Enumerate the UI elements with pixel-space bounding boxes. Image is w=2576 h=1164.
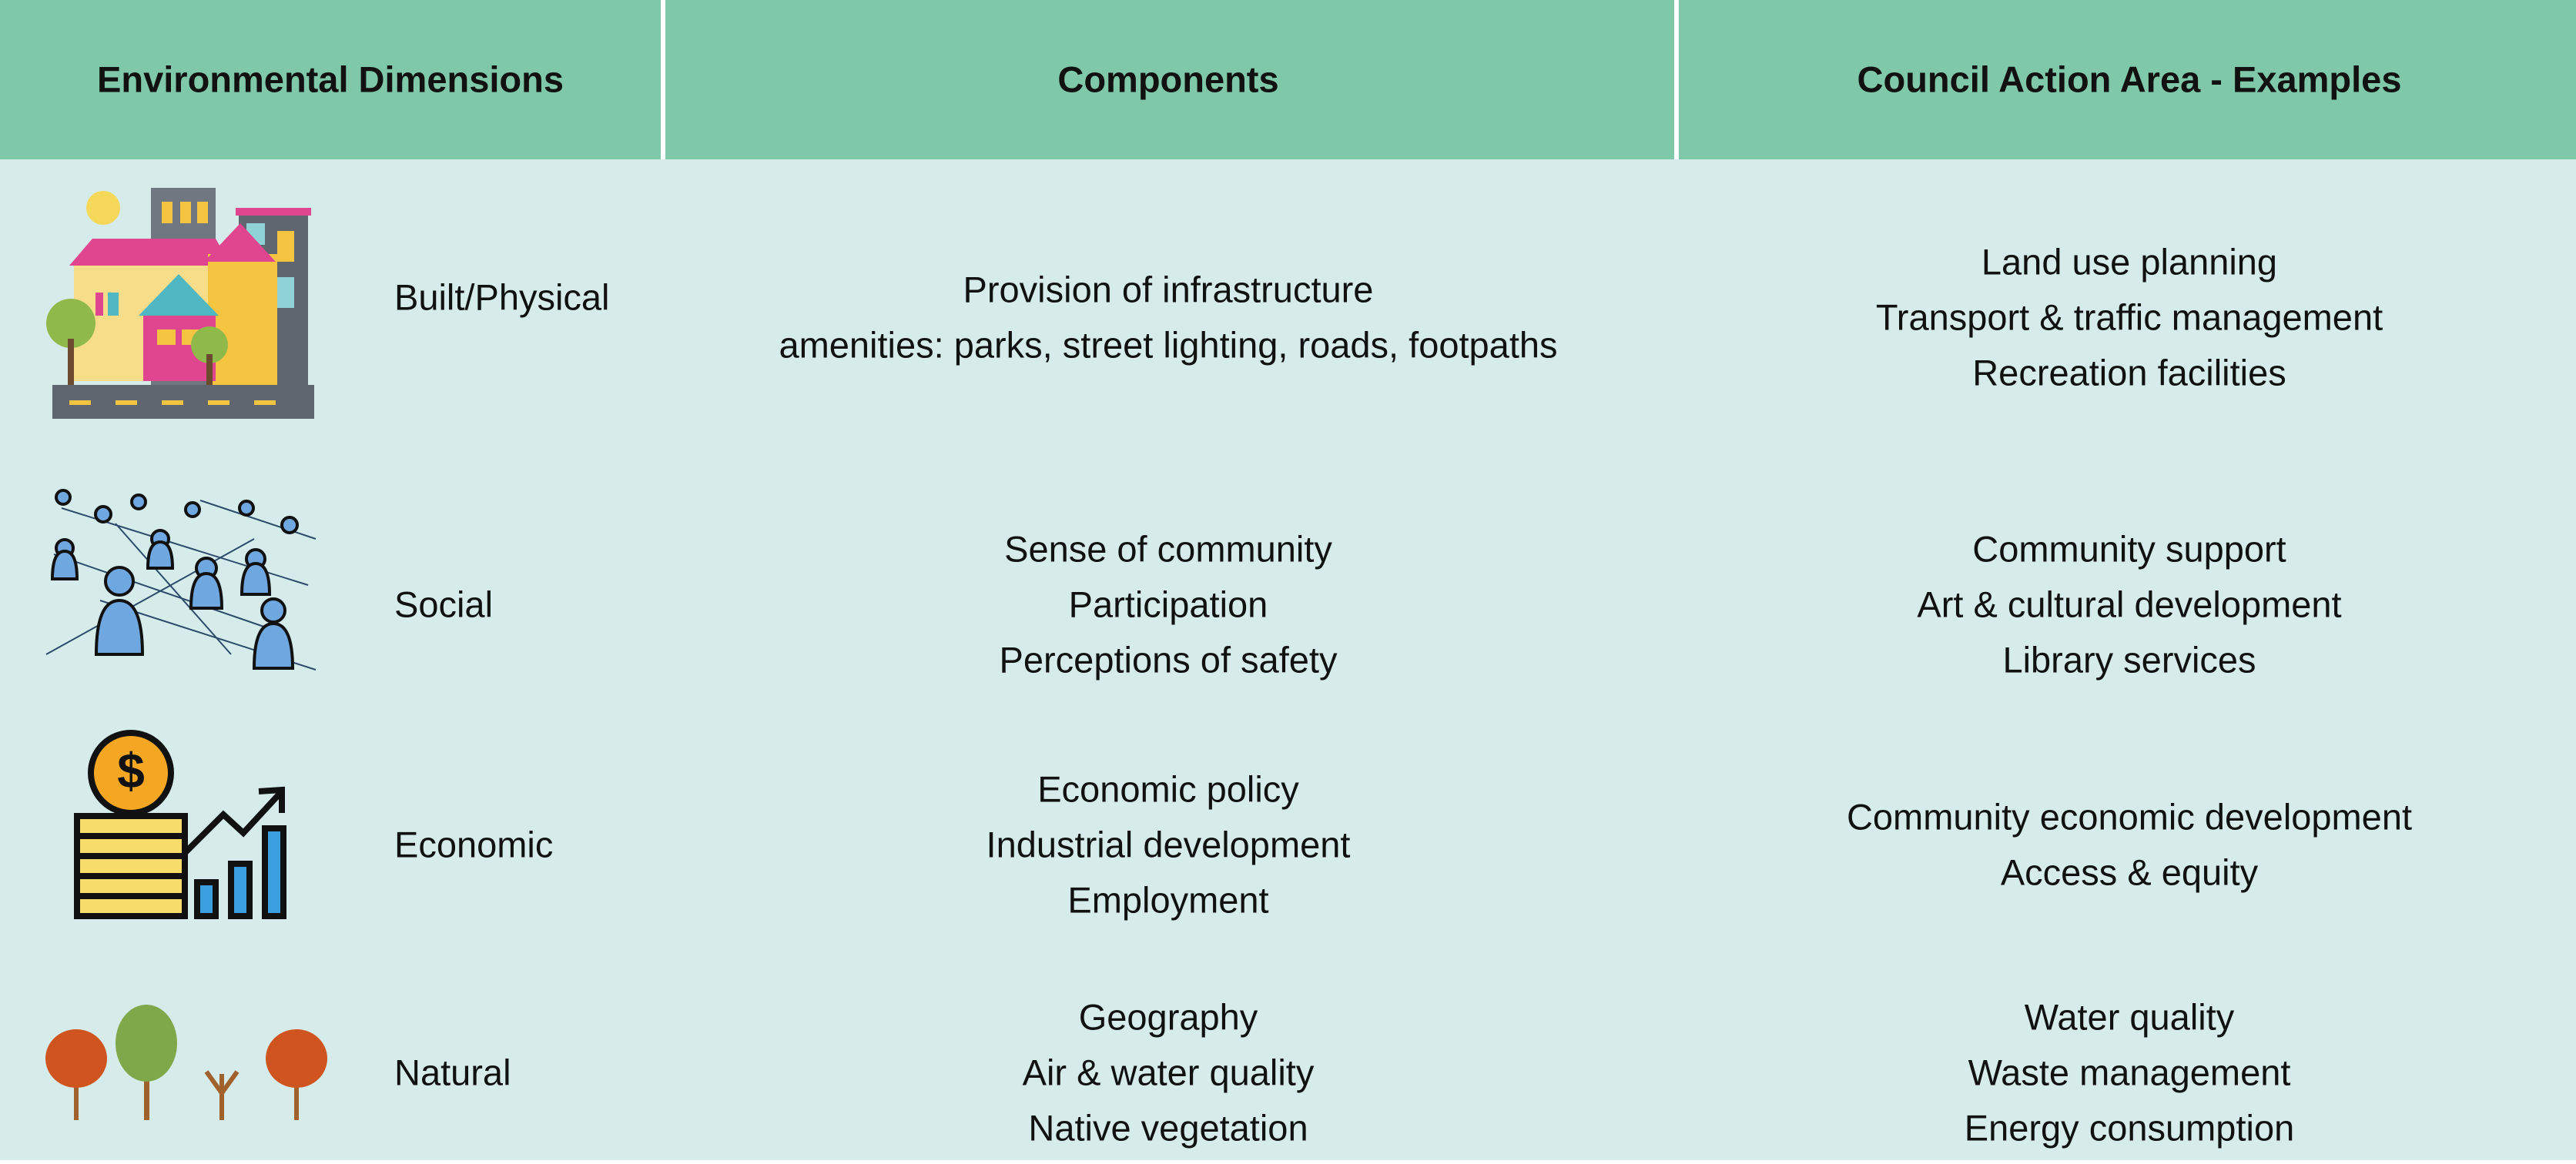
action-item: Access & equity: [2001, 851, 2259, 892]
action-item: Energy consumption: [1965, 1107, 2294, 1148]
action-item: Waste management: [1968, 1052, 2291, 1092]
economic-icon: $: [74, 730, 286, 919]
built-icon: [46, 188, 314, 419]
action-item: Library services: [2002, 639, 2256, 680]
component-item: Sense of community: [1004, 528, 1332, 569]
header-bg: [0, 0, 2576, 159]
action-item: Water quality: [2025, 996, 2235, 1037]
component-item: Economic policy: [1037, 768, 1299, 809]
action-item: Community support: [1972, 528, 2286, 569]
dimension-label: Natural: [394, 1052, 511, 1092]
action-item: Recreation facilities: [1972, 352, 2286, 393]
svg-text:$: $: [117, 743, 145, 798]
action-item: Land use planning: [1981, 241, 2277, 282]
header-cell: Environmental Dimensions: [97, 59, 564, 99]
header-divider: [661, 0, 665, 159]
dimension-label: Built/Physical: [394, 276, 610, 317]
component-item: Provision of infrastructure: [963, 269, 1374, 309]
component-item: Geography: [1079, 996, 1258, 1037]
component-item: amenities: parks, street lighting, roads…: [779, 324, 1557, 365]
action-item: Art & cultural development: [1917, 584, 2341, 624]
natural-icon: [45, 1005, 327, 1120]
component-item: Native vegetation: [1028, 1107, 1308, 1148]
action-item: Transport & traffic management: [1876, 296, 2383, 337]
component-item: Air & water quality: [1023, 1052, 1315, 1092]
component-item: Perceptions of safety: [1000, 639, 1338, 680]
social-icon: [45, 489, 317, 671]
dimension-label: Economic: [394, 824, 553, 865]
header-divider: [1674, 0, 1679, 159]
action-item: Community economic development: [1847, 796, 2412, 837]
component-item: Employment: [1067, 879, 1268, 920]
component-item: Participation: [1069, 584, 1268, 624]
header-cell: Components: [1057, 59, 1278, 99]
header-cell: Council Action Area - Examples: [1857, 59, 2402, 99]
component-item: Industrial development: [987, 824, 1351, 865]
dimension-label: Social: [394, 584, 493, 624]
